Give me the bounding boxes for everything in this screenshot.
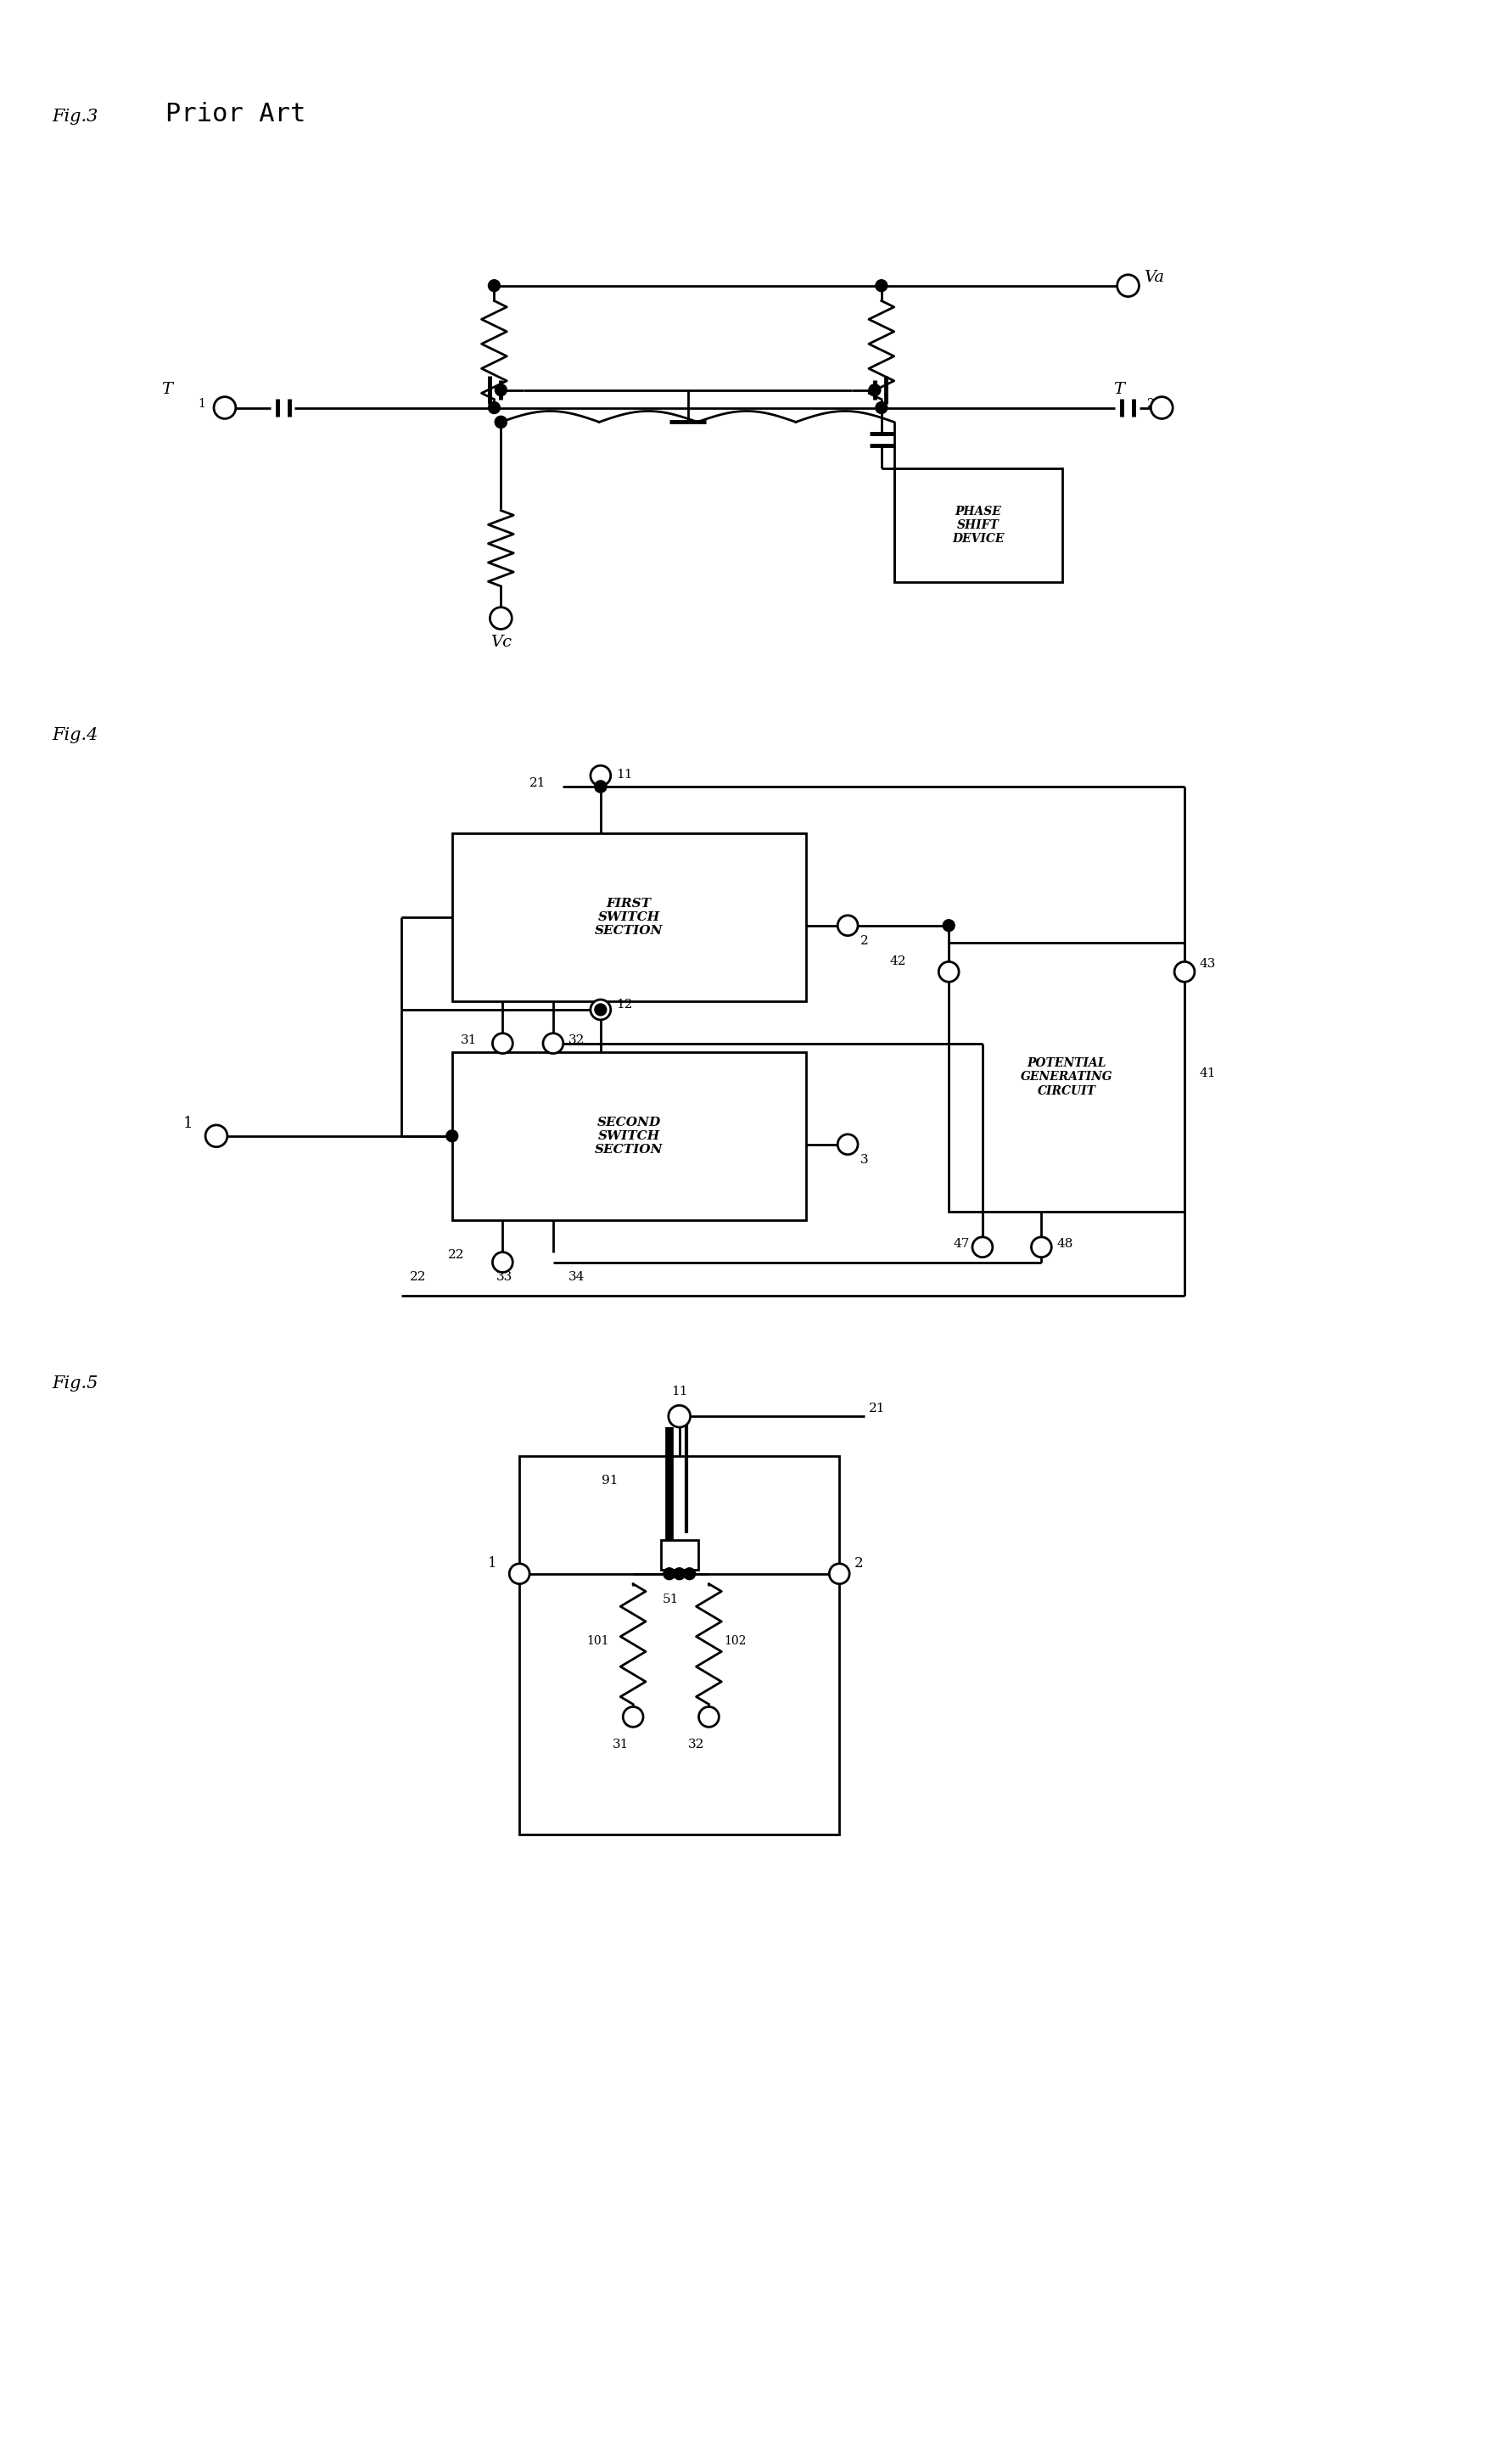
Text: Fig.4: Fig.4 [53,728,98,745]
Circle shape [594,1004,606,1016]
Circle shape [937,962,959,982]
Text: 41: 41 [1199,1067,1216,1079]
Text: 21: 21 [529,777,546,789]
Circle shape [543,1033,562,1053]
Text: Fig.3: Fig.3 [53,110,98,125]
Circle shape [510,1563,529,1585]
Text: 2: 2 [1146,398,1154,410]
Text: T: T [162,381,172,396]
Text: 31: 31 [460,1033,476,1045]
Circle shape [829,1563,848,1585]
Text: 42: 42 [889,955,906,967]
Text: Prior Art: Prior Art [166,103,305,127]
Text: 21: 21 [868,1402,885,1414]
Circle shape [664,1568,674,1580]
Text: SECOND
SWITCH
SECTION: SECOND SWITCH SECTION [594,1116,662,1155]
Circle shape [494,415,507,427]
Text: 43: 43 [1199,957,1216,969]
Circle shape [590,764,611,786]
Text: 32: 32 [569,1033,584,1045]
Bar [948,943,1184,1211]
Text: FIRST
SWITCH
SECTION: FIRST SWITCH SECTION [594,896,662,938]
Text: 3: 3 [860,1153,868,1165]
Text: 48: 48 [1055,1238,1072,1250]
Text: Vc: Vc [490,635,511,650]
Text: PHASE
SHIFT
DEVICE: PHASE SHIFT DEVICE [951,505,1004,545]
Circle shape [1173,962,1194,982]
Circle shape [1116,274,1139,295]
Circle shape [493,1033,513,1053]
Text: 12: 12 [615,999,632,1011]
Text: 91: 91 [602,1475,618,1487]
Text: T: T [1113,381,1123,396]
Text: 22: 22 [448,1248,464,1260]
Circle shape [446,1131,458,1143]
Text: Fig.5: Fig.5 [53,1375,98,1392]
Bar [452,1053,806,1221]
Circle shape [942,921,954,930]
Circle shape [699,1707,718,1726]
Text: Va: Va [1143,269,1164,286]
Text: 51: 51 [662,1595,679,1607]
Bar [452,833,806,1001]
Text: 2: 2 [860,935,868,947]
Circle shape [206,1126,227,1148]
Text: 34: 34 [569,1272,584,1284]
Bar [894,469,1061,581]
Circle shape [838,916,857,935]
Circle shape [683,1568,696,1580]
Text: POTENTIAL
GENERATING
CIRCUIT: POTENTIAL GENERATING CIRCUIT [1021,1057,1113,1096]
Circle shape [868,383,880,396]
Text: 22: 22 [410,1272,426,1284]
Circle shape [838,1133,857,1155]
Circle shape [1031,1238,1051,1258]
Bar [519,1455,839,1834]
Circle shape [494,383,507,396]
Text: 2: 2 [854,1556,863,1570]
Circle shape [594,781,606,794]
Text: 31: 31 [612,1739,629,1751]
Circle shape [875,281,888,291]
Circle shape [488,281,500,291]
Text: 11: 11 [671,1387,688,1397]
Circle shape [490,608,511,630]
Circle shape [213,396,236,418]
Circle shape [494,415,507,427]
Circle shape [1151,396,1172,418]
Text: 1: 1 [487,1556,496,1570]
Text: 1: 1 [183,1116,192,1131]
Circle shape [875,403,888,413]
Circle shape [668,1407,689,1426]
Circle shape [623,1707,643,1726]
Text: 1: 1 [198,398,206,410]
Circle shape [673,1568,685,1580]
Text: 11: 11 [615,769,632,781]
Text: 47: 47 [953,1238,969,1250]
Text: 33: 33 [496,1272,513,1284]
Circle shape [590,999,611,1021]
Circle shape [488,403,500,413]
Text: 102: 102 [724,1634,745,1646]
Circle shape [493,1253,513,1272]
Circle shape [594,781,606,794]
Bar [661,1541,697,1570]
Text: 32: 32 [688,1739,705,1751]
Text: 101: 101 [587,1634,609,1646]
Circle shape [972,1238,992,1258]
